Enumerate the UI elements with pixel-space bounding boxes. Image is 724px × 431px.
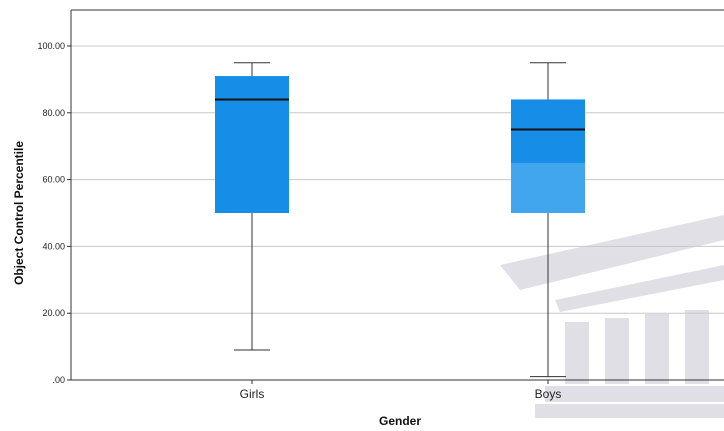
y-tick-label: 40.00 bbox=[42, 241, 65, 251]
x-category-label: Boys bbox=[535, 387, 562, 401]
y-tick-label: 20.00 bbox=[42, 308, 65, 318]
x-category-labels: Girls Boys bbox=[240, 387, 562, 401]
y-tick-label: .00 bbox=[52, 375, 65, 385]
gridlines bbox=[71, 45, 724, 314]
y-axis-title: Object Control Percentile bbox=[12, 141, 26, 285]
x-axis-title: Gender bbox=[379, 414, 421, 428]
y-tick-label: 100.00 bbox=[37, 41, 65, 51]
x-category-label: Girls bbox=[240, 387, 265, 401]
y-tick-label: 60.00 bbox=[42, 175, 65, 185]
y-tick-label: 80.00 bbox=[42, 108, 65, 118]
box-lower-overlay bbox=[511, 162, 585, 213]
y-tick-labels: .00 20.00 40.00 60.00 80.00 100.00 bbox=[37, 41, 65, 385]
watermark-emblem bbox=[500, 215, 724, 418]
box-girls bbox=[215, 76, 289, 213]
axes bbox=[67, 9, 724, 384]
boxes bbox=[215, 62, 585, 378]
